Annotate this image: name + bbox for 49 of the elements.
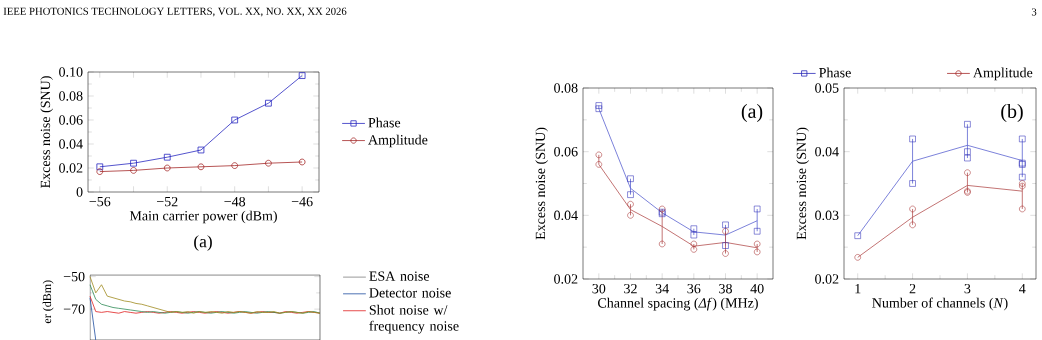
x-tick-label: −56 [89, 196, 111, 207]
y-tick-label: 0.04 [59, 139, 83, 149]
y-axis-title: Excess noise (SNU) [796, 127, 809, 240]
y-tick-label: 0.06 [554, 146, 578, 157]
x-tick-label: 4 [1019, 283, 1026, 294]
text: 3 [1031, 8, 1037, 16]
y-tick-label: 0.08 [59, 91, 83, 101]
y-tick-label: 0.02 [59, 163, 83, 173]
y-axis-title: er (dBm) [42, 280, 54, 324]
x-tick-label: −52 [156, 196, 178, 207]
x-tick-label: −46 [291, 196, 313, 207]
legend-label: Detector noise [369, 288, 451, 298]
legend-label: Phase [368, 117, 401, 128]
x-tick-label: 3 [964, 283, 971, 294]
x-tick-label: 40 [750, 283, 764, 294]
y-tick-label: 0.10 [59, 67, 83, 77]
x-tick-label: 34 [655, 283, 669, 294]
x-tick-label: 38 [719, 283, 732, 294]
annotation: (b) [1001, 103, 1023, 123]
text: IEEE PHOTONICS TECHNOLOGY LETTERS, VOL. XX, NO. XX, XX 2026 [3, 7, 347, 17]
x-tick-label: 30 [592, 283, 606, 294]
y-tick-label: −50 [63, 271, 85, 282]
x-tick-label: 36 [687, 283, 701, 294]
legend-label: ESA noise [369, 271, 430, 281]
legend-label: Shot noise w/ frequency noise [369, 304, 459, 334]
y-tick-label: 0 [76, 187, 83, 197]
y-tick-label: 0.03 [815, 210, 839, 221]
y-axis-title: Excess noise (SNU) [40, 76, 53, 188]
x-axis-title: Number of channels (N) [872, 297, 1008, 311]
y-tick-label: 0.02 [815, 274, 839, 284]
y-axis-title: Excess noise (SNU) [535, 127, 548, 240]
x-axis-title: Channel spacing (Δf) (MHz) [598, 297, 758, 311]
x-tick-label: −48 [224, 196, 246, 207]
y-tick-label: −70 [63, 304, 85, 314]
x-axis-title: Main carrier power (dBm) [129, 210, 277, 224]
y-tick-label: 0.08 [554, 83, 578, 93]
y-tick-label: 0.04 [815, 146, 839, 157]
x-tick-label: 1 [855, 283, 861, 294]
y-tick-label: 0.02 [554, 274, 578, 284]
x-tick-label: 2 [909, 283, 916, 294]
x-tick-label: 32 [624, 283, 637, 294]
legend-label: Amplitude [973, 67, 1033, 81]
y-tick-label: 0.06 [59, 115, 83, 125]
y-tick-label: 0.05 [815, 83, 839, 93]
y-tick-label: 0.04 [554, 210, 578, 221]
text: (a) [194, 235, 212, 251]
annotation: (a) [741, 103, 763, 123]
legend-label: Amplitude [368, 134, 428, 148]
legend-label: Phase [819, 67, 851, 78]
